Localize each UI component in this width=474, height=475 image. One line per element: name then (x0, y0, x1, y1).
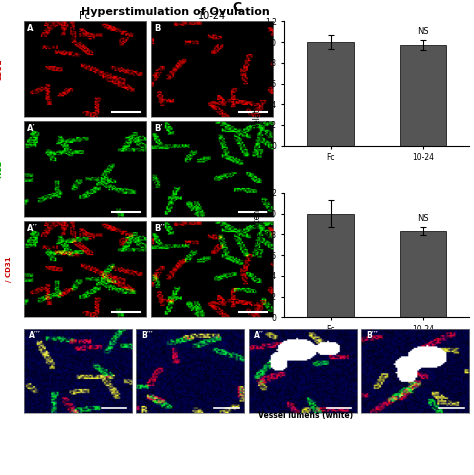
Bar (400, 231, 446, 317)
Text: B′: B′ (155, 124, 164, 133)
Text: A′′: A′′ (27, 224, 38, 233)
Text: CD31: CD31 (0, 58, 4, 81)
Text: A′′′: A′′′ (29, 331, 41, 340)
Text: NS: NS (417, 214, 429, 223)
Text: NG2: NG2 (0, 161, 4, 178)
Bar (400, 45, 446, 146)
Text: Vessel lumens (white): Vessel lumens (white) (258, 411, 353, 420)
Text: A′′: A′′ (254, 331, 264, 340)
Y-axis label: Relative Pericyte Content: Relative Pericyte Content (253, 207, 262, 304)
Title: Fc: Fc (80, 10, 91, 20)
Text: C: C (232, 1, 242, 14)
Text: B′′′: B′′′ (142, 331, 153, 340)
Text: NS: NS (417, 27, 429, 36)
Y-axis label: Relative Vessel Content: Relative Vessel Content (253, 38, 262, 129)
Text: / CD31: / CD31 (6, 256, 12, 282)
Text: D: D (232, 173, 243, 186)
Text: B′′: B′′ (155, 224, 165, 233)
Text: Hyperstimulation of Ovulation: Hyperstimulation of Ovulation (81, 7, 270, 17)
Bar (308, 42, 354, 146)
Text: A′: A′ (27, 124, 36, 133)
Bar (308, 214, 354, 317)
Text: B′′′: B′′′ (366, 331, 378, 340)
Text: A: A (27, 24, 34, 33)
Title: 10-24: 10-24 (198, 10, 226, 20)
Text: B: B (155, 24, 161, 33)
